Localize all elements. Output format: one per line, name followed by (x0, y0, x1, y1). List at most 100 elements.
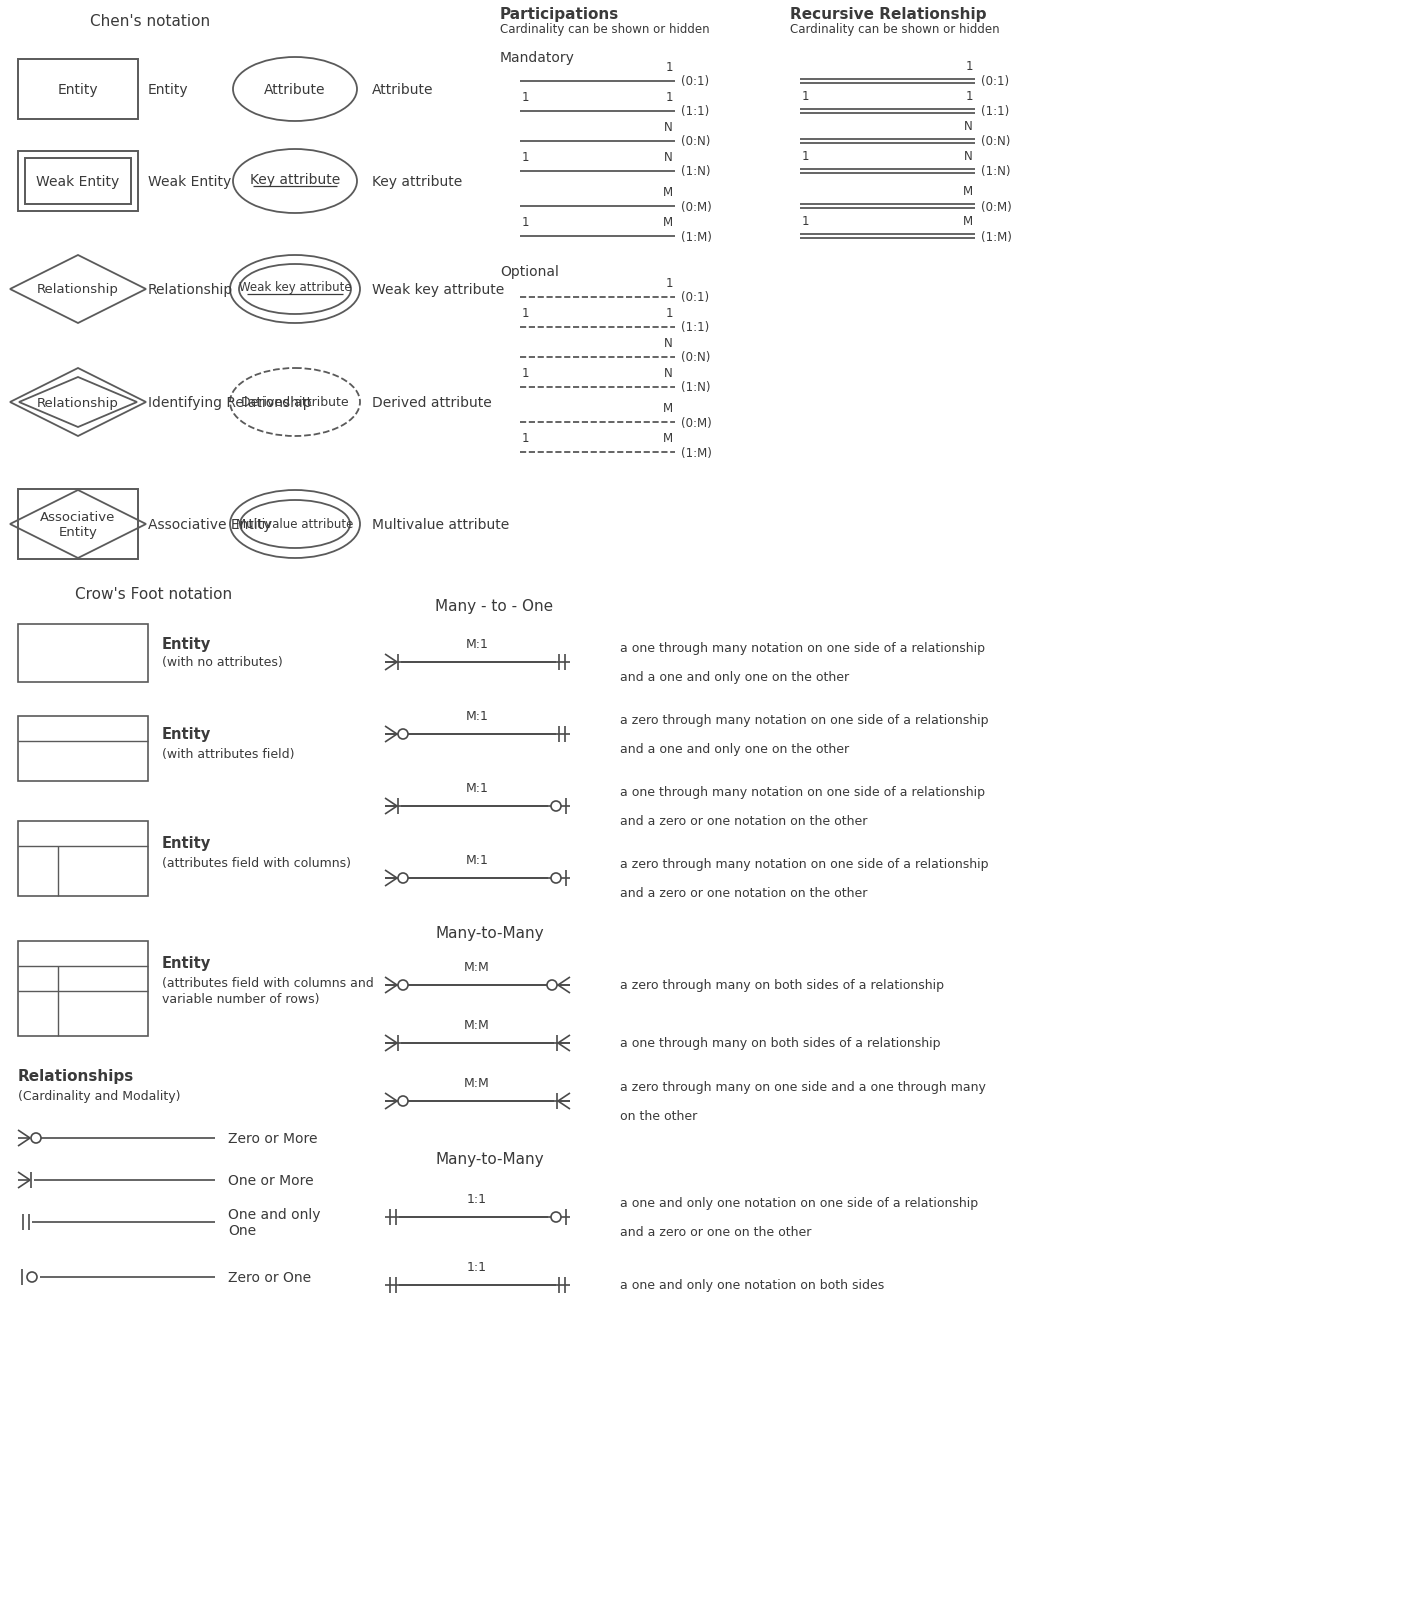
Text: Participations: Participations (500, 6, 619, 21)
Text: M:1: M:1 (466, 638, 489, 651)
Text: and a one and only one on the other: and a one and only one on the other (621, 670, 849, 683)
Circle shape (550, 1212, 562, 1222)
Text: M: M (663, 403, 673, 415)
Text: a zero through many notation on one side of a relationship: a zero through many notation on one side… (621, 714, 988, 727)
Circle shape (31, 1133, 41, 1143)
Circle shape (27, 1272, 37, 1282)
Text: Relationship: Relationship (37, 284, 119, 297)
Text: Relationship: Relationship (37, 396, 119, 409)
Text: a one through many notation on one side of a relationship: a one through many notation on one side … (621, 786, 986, 799)
Text: Entity: Entity (147, 83, 188, 97)
Text: (1:N): (1:N) (681, 381, 710, 394)
Text: (with no attributes): (with no attributes) (161, 656, 282, 669)
Text: (0:M): (0:M) (681, 415, 712, 428)
Text: Zero or One: Zero or One (227, 1271, 312, 1284)
Text: (1:M): (1:M) (681, 446, 712, 459)
Text: Attribute: Attribute (264, 83, 326, 97)
Text: Key attribute: Key attribute (250, 174, 340, 187)
Text: M: M (663, 216, 673, 229)
Text: and a zero or one on the other: and a zero or one on the other (621, 1225, 812, 1238)
Text: One or More: One or More (227, 1173, 313, 1188)
Text: (0:N): (0:N) (681, 351, 710, 364)
Circle shape (397, 873, 409, 883)
Text: Cardinality can be shown or hidden: Cardinality can be shown or hidden (500, 23, 709, 36)
Text: Entity: Entity (161, 836, 211, 850)
Text: a one through many notation on one side of a relationship: a one through many notation on one side … (621, 641, 986, 654)
Text: Associative
Entity: Associative Entity (41, 511, 115, 539)
Text: (Cardinality and Modality): (Cardinality and Modality) (18, 1089, 181, 1102)
Text: a one through many on both sides of a relationship: a one through many on both sides of a re… (621, 1037, 941, 1050)
Text: (0:1): (0:1) (681, 291, 709, 305)
Text: M: M (963, 214, 973, 227)
Text: (0:1): (0:1) (681, 75, 709, 88)
Text: N: N (965, 120, 973, 133)
Text: N: N (664, 367, 673, 380)
Text: Many-to-Many: Many-to-Many (435, 927, 543, 941)
Bar (18, 153, 138, 213)
Text: M:M: M:M (465, 1076, 490, 1089)
Text: (0:M): (0:M) (981, 200, 1012, 213)
Text: and a zero or one notation on the other: and a zero or one notation on the other (621, 815, 868, 828)
Text: 1: 1 (802, 214, 810, 227)
Bar (18, 625, 147, 683)
Bar (25, 159, 131, 204)
Text: a zero through many notation on one side of a relationship: a zero through many notation on one side… (621, 857, 988, 870)
Text: M:1: M:1 (466, 709, 489, 722)
Text: M: M (963, 185, 973, 198)
Text: 1: 1 (665, 91, 673, 104)
Text: (0:M): (0:M) (681, 200, 712, 213)
Text: N: N (664, 151, 673, 164)
Text: Relationship: Relationship (147, 282, 233, 297)
Bar (18, 60, 138, 120)
Circle shape (397, 1096, 409, 1107)
Text: (0:1): (0:1) (981, 75, 1009, 88)
Text: (0:N): (0:N) (681, 135, 710, 148)
Text: (1:1): (1:1) (681, 105, 709, 118)
Text: Derived attribute: Derived attribute (372, 396, 491, 409)
Text: Many - to - One: Many - to - One (435, 599, 553, 613)
Text: M:1: M:1 (466, 854, 489, 867)
Text: Mandatory: Mandatory (500, 50, 574, 65)
Text: Crow's Foot notation: Crow's Foot notation (74, 588, 232, 602)
Text: (0:N): (0:N) (981, 135, 1011, 148)
Text: Identifying Relationship: Identifying Relationship (147, 396, 312, 409)
Text: 1: 1 (665, 62, 673, 75)
Text: Entity: Entity (161, 638, 211, 652)
Text: (1:N): (1:N) (681, 166, 710, 179)
Text: a zero through many on both sides of a relationship: a zero through many on both sides of a r… (621, 979, 943, 992)
Text: M:1: M:1 (466, 782, 489, 795)
Text: 1: 1 (522, 307, 529, 320)
Text: 1: 1 (522, 432, 529, 445)
Text: and a one and only one on the other: and a one and only one on the other (621, 743, 849, 756)
Text: Multivalue attribute: Multivalue attribute (236, 518, 354, 531)
Text: Multivalue attribute: Multivalue attribute (372, 518, 510, 532)
Text: Cardinality can be shown or hidden: Cardinality can be shown or hidden (790, 23, 1000, 36)
Bar (18, 941, 147, 1037)
Text: Weak Entity: Weak Entity (37, 175, 119, 188)
Text: 1: 1 (665, 307, 673, 320)
Bar (18, 490, 138, 560)
Circle shape (550, 802, 562, 812)
Text: 1:1: 1:1 (468, 1259, 487, 1272)
Text: Weak key attribute: Weak key attribute (372, 282, 504, 297)
Text: (1:N): (1:N) (981, 166, 1011, 179)
Text: N: N (664, 338, 673, 351)
Text: 1: 1 (665, 278, 673, 291)
Bar (18, 717, 147, 782)
Circle shape (550, 873, 562, 883)
Text: N: N (965, 149, 973, 162)
Bar (18, 821, 147, 896)
Text: N: N (664, 122, 673, 135)
Circle shape (397, 730, 409, 740)
Text: 1:1: 1:1 (468, 1193, 487, 1206)
Text: a zero through many on one side and a one through many: a zero through many on one side and a on… (621, 1081, 986, 1094)
Text: Derived attribute: Derived attribute (241, 396, 348, 409)
Text: 1: 1 (522, 367, 529, 380)
Text: M:M: M:M (465, 1018, 490, 1031)
Text: One and only
One: One and only One (227, 1208, 320, 1237)
Text: M: M (663, 432, 673, 445)
Circle shape (397, 980, 409, 990)
Text: 1: 1 (522, 151, 529, 164)
Text: Entity: Entity (161, 956, 211, 971)
Text: 1: 1 (802, 149, 810, 162)
